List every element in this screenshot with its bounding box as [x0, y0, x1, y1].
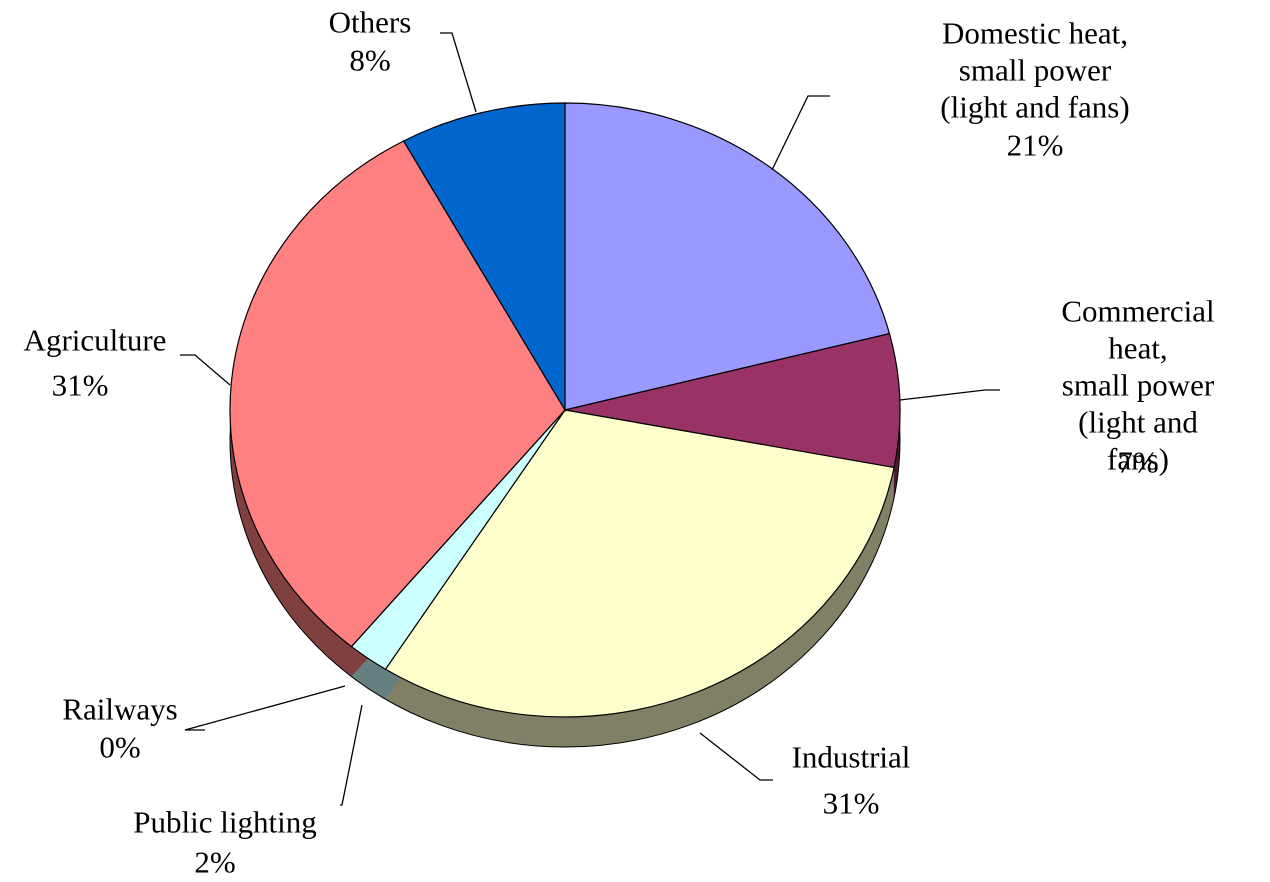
value-label: 31% [822, 785, 880, 821]
value-label: 7% [1117, 444, 1159, 480]
value-label: 21% [1006, 127, 1064, 163]
slice-label: Others [328, 4, 412, 40]
leader-line [899, 389, 1000, 401]
leader-line [440, 32, 477, 113]
slice [564, 102, 891, 411]
slice [229, 140, 566, 648]
slice-label: Agriculture [23, 322, 167, 358]
slice-label: Public lighting [133, 804, 317, 840]
leader-line [184, 685, 346, 731]
value-label: 31% [51, 367, 109, 403]
slice-label: Railways [62, 691, 178, 727]
slice-label: Industrial [791, 739, 911, 775]
slice-label: Commercial heat, small power (light and … [1061, 293, 1215, 477]
value-label: 8% [349, 42, 391, 78]
leader-line [699, 732, 773, 781]
slice [564, 332, 901, 469]
value-label: 2% [194, 844, 236, 880]
slice [402, 102, 566, 413]
leader-line [180, 354, 231, 386]
value-label: 0% [99, 729, 141, 765]
slice-label: Domestic heat, small power (light and fa… [940, 15, 1130, 125]
leader-line [771, 95, 830, 171]
leader-line [340, 704, 363, 806]
slice [384, 409, 895, 718]
